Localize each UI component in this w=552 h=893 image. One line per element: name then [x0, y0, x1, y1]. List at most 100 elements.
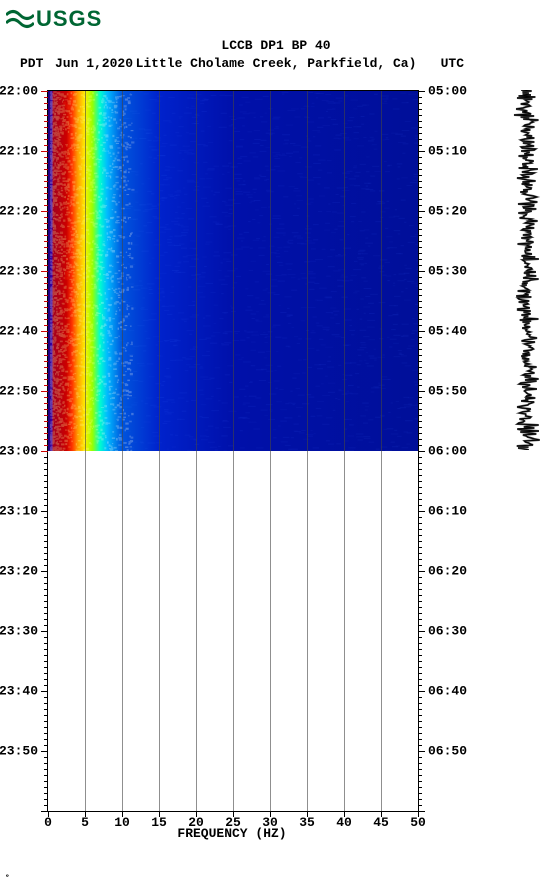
y-tick-left-minor — [44, 637, 48, 638]
y-tick-left-minor — [44, 697, 48, 698]
y-tick-right-minor — [418, 757, 422, 758]
y-tick-left-major — [41, 571, 48, 572]
x-gridline — [85, 91, 86, 811]
y-tick-right-minor — [418, 283, 422, 284]
y-tick-right-major — [418, 571, 425, 572]
y-tick-left-minor — [44, 157, 48, 158]
y-tick-label-left: 23:20 — [0, 564, 38, 579]
y-tick-right-minor — [418, 187, 422, 188]
y-tick-left-minor — [44, 457, 48, 458]
y-tick-left-minor — [44, 775, 48, 776]
y-tick-label-right: 05:50 — [428, 384, 467, 399]
usgs-logo-text: USGS — [36, 6, 102, 32]
y-tick-label-left: 23:10 — [0, 504, 38, 519]
y-tick-right-minor — [418, 703, 422, 704]
y-tick-right-minor — [418, 637, 422, 638]
y-tick-left-minor — [44, 487, 48, 488]
y-tick-left-minor — [44, 121, 48, 122]
y-tick-left-minor — [44, 715, 48, 716]
y-tick-left-minor — [44, 373, 48, 374]
y-tick-left-minor — [44, 499, 48, 500]
y-tick-right-minor — [418, 655, 422, 656]
y-tick-right-minor — [418, 595, 422, 596]
y-tick-right-major — [418, 811, 425, 812]
y-tick-left-minor — [44, 379, 48, 380]
y-tick-label-left: 23:30 — [0, 624, 38, 639]
y-tick-label-left: 22:20 — [0, 204, 38, 219]
y-tick-left-minor — [44, 301, 48, 302]
y-tick-left-minor — [44, 535, 48, 536]
y-tick-left-minor — [44, 685, 48, 686]
y-tick-left-minor — [44, 319, 48, 320]
x-gridline — [122, 91, 123, 811]
y-tick-left-minor — [44, 781, 48, 782]
y-tick-right-minor — [418, 439, 422, 440]
y-tick-right-minor — [418, 493, 422, 494]
y-tick-left-minor — [44, 175, 48, 176]
y-tick-right-major — [418, 751, 425, 752]
y-tick-label-right: 06:50 — [428, 744, 467, 759]
y-tick-left-minor — [44, 529, 48, 530]
y-tick-right-minor — [418, 133, 422, 134]
y-tick-right-minor — [418, 343, 422, 344]
y-tick-left-minor — [44, 625, 48, 626]
y-tick-left-minor — [44, 469, 48, 470]
y-tick-left-minor — [44, 397, 48, 398]
y-tick-right-major — [418, 331, 425, 332]
y-tick-right-minor — [418, 547, 422, 548]
y-tick-left-minor — [44, 313, 48, 314]
y-tick-right-minor — [418, 163, 422, 164]
y-tick-left-minor — [44, 133, 48, 134]
y-tick-right-minor — [418, 169, 422, 170]
y-tick-left-minor — [44, 739, 48, 740]
y-tick-left-minor — [44, 475, 48, 476]
y-tick-right-minor — [418, 415, 422, 416]
y-tick-right-minor — [418, 721, 422, 722]
y-tick-left-minor — [44, 259, 48, 260]
y-tick-left-minor — [44, 661, 48, 662]
y-tick-left-minor — [44, 709, 48, 710]
y-tick-right-minor — [418, 667, 422, 668]
y-tick-right-minor — [418, 619, 422, 620]
y-tick-right-minor — [418, 457, 422, 458]
y-tick-right-minor — [418, 679, 422, 680]
y-tick-right-minor — [418, 349, 422, 350]
tz-left-label: PDT — [20, 56, 43, 71]
y-tick-right-minor — [418, 223, 422, 224]
y-tick-right-minor — [418, 577, 422, 578]
y-tick-left-minor — [44, 589, 48, 590]
y-tick-right-minor — [418, 745, 422, 746]
y-tick-left-minor — [44, 559, 48, 560]
y-tick-right-minor — [418, 529, 422, 530]
y-tick-right-minor — [418, 409, 422, 410]
y-tick-left-minor — [44, 229, 48, 230]
y-tick-right-minor — [418, 715, 422, 716]
y-tick-right-major — [418, 691, 425, 692]
y-tick-right-minor — [418, 523, 422, 524]
y-tick-left-minor — [44, 145, 48, 146]
y-tick-left-minor — [44, 421, 48, 422]
y-tick-left-minor — [44, 601, 48, 602]
chart-header: LCCB DP1 BP 40 PDT Jun 1,2020 Little Cho… — [0, 38, 552, 72]
y-tick-left-minor — [44, 793, 48, 794]
y-tick-left-major — [41, 271, 48, 272]
x-gridline — [381, 91, 382, 811]
y-tick-right-minor — [418, 775, 422, 776]
y-tick-left-minor — [44, 547, 48, 548]
amplitude-trace — [512, 90, 542, 450]
y-tick-left-minor — [44, 727, 48, 728]
y-tick-left-minor — [44, 607, 48, 608]
y-tick-right-minor — [418, 247, 422, 248]
y-tick-left-minor — [44, 289, 48, 290]
y-tick-right-minor — [418, 217, 422, 218]
y-tick-left-minor — [44, 199, 48, 200]
date-label: Jun 1,2020 — [55, 56, 133, 71]
y-tick-right-minor — [418, 799, 422, 800]
y-tick-left-minor — [44, 649, 48, 650]
y-tick-right-minor — [418, 259, 422, 260]
y-tick-right-minor — [418, 589, 422, 590]
y-tick-right-minor — [418, 319, 422, 320]
y-tick-right-major — [418, 91, 425, 92]
y-tick-label-right: 05:10 — [428, 144, 467, 159]
y-tick-right-major — [418, 451, 425, 452]
